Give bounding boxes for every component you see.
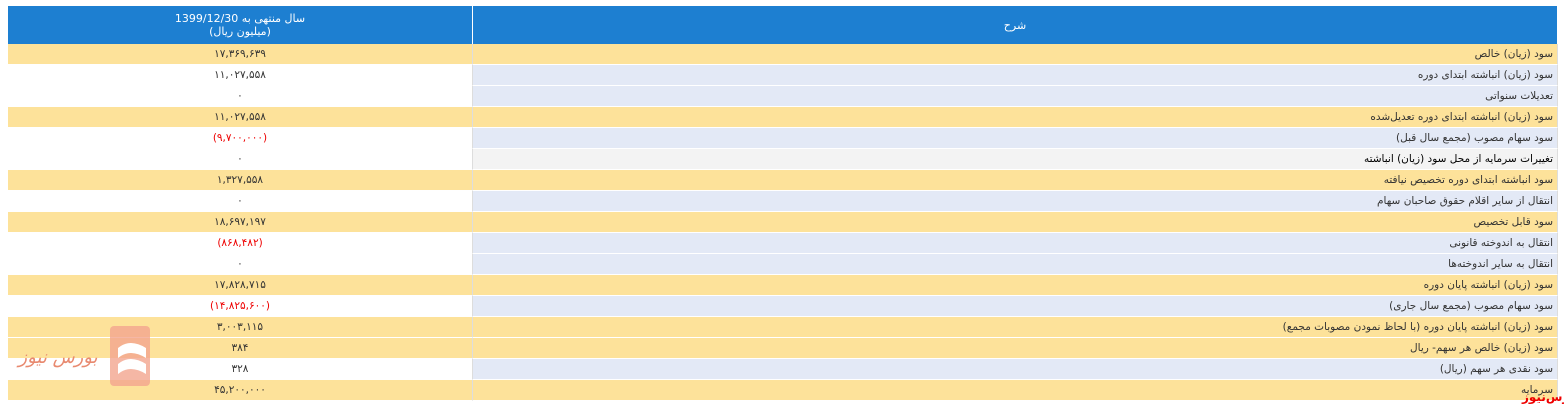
label-cell: سود قابل تخصیص xyxy=(473,212,1558,233)
value-cell: ۰ xyxy=(8,86,473,107)
value-cell: ۱۷,۸۲۸,۷۱۵ xyxy=(8,275,473,296)
label-cell: سود نقدی هر سهم (ریال) xyxy=(473,359,1558,380)
value-cell: ۰ xyxy=(8,254,473,275)
value-header: سال منتهی به 1399/12/30 (میلیون ریال) xyxy=(8,6,473,44)
logo-watermark: بورس نیوز xyxy=(16,326,150,386)
value-cell: (۹,۷۰۰,۰۰۰) xyxy=(8,128,473,149)
value-cell: ۱,۳۲۷,۵۵۸ xyxy=(8,170,473,191)
label-cell: سود (زیان) انباشته پایان دوره xyxy=(473,275,1558,296)
label-cell: تعدیلات سنواتی xyxy=(473,86,1558,107)
value-cell: ۱۱,۰۲۷,۵۵۸ xyxy=(8,65,473,86)
label-cell: انتقال به اندوخته قانونی xyxy=(473,233,1558,254)
header-line: (میلیون ریال) xyxy=(209,25,271,38)
label-cell: انتقال به سایر اندوخته‌ها xyxy=(473,254,1558,275)
label-header: شرح xyxy=(473,6,1558,44)
label-cell: سود (زیان) انباشته ابتدای دوره xyxy=(473,65,1558,86)
label-cell: انتقال از سایر اقلام حقوق صاحبان سهام xyxy=(473,191,1558,212)
label-cell: سود (زیان) انباشته ابتدای دوره تعدیل‌شده xyxy=(473,107,1558,128)
label-cell: سود (زیان) انباشته پایان دوره (با لحاظ ن… xyxy=(473,317,1558,338)
label-cell: سود (زیان) خالص هر سهم- ریال xyxy=(473,338,1558,359)
label-cell: سود انباشته ابتدای دوره تخصیص نیافته xyxy=(473,170,1558,191)
value-cell: (۸۶۸,۴۸۲) xyxy=(8,233,473,254)
label-cell: سرمایه xyxy=(473,380,1558,401)
value-cell: ۱۸,۶۹۷,۱۹۷ xyxy=(8,212,473,233)
label-cell: سود (زیان) خالص xyxy=(473,44,1558,65)
label-cell: سود سهام مصوب (مجمع سال جاری) xyxy=(473,296,1558,317)
logo-text: بورس نیوز xyxy=(16,347,97,368)
label-cell: سود سهام مصوب (مجمع سال قبل) xyxy=(473,128,1558,149)
value-cell: ۱۷,۳۶۹,۶۳۹ xyxy=(8,44,473,65)
header-line: سال منتهی به 1399/12/30 xyxy=(174,12,306,25)
value-cell: ۱۱,۰۲۷,۵۵۸ xyxy=(8,107,473,128)
value-cell: ۰ xyxy=(8,191,473,212)
value-cell: (۱۴,۸۲۵,۶۰۰) xyxy=(8,296,473,317)
value-cell: ۰ xyxy=(8,149,473,170)
corner-watermark: بورس‌نیوز xyxy=(1522,390,1564,404)
label-cell: تغییرات سرمایه از محل سود (زیان) انباشته xyxy=(473,149,1558,170)
